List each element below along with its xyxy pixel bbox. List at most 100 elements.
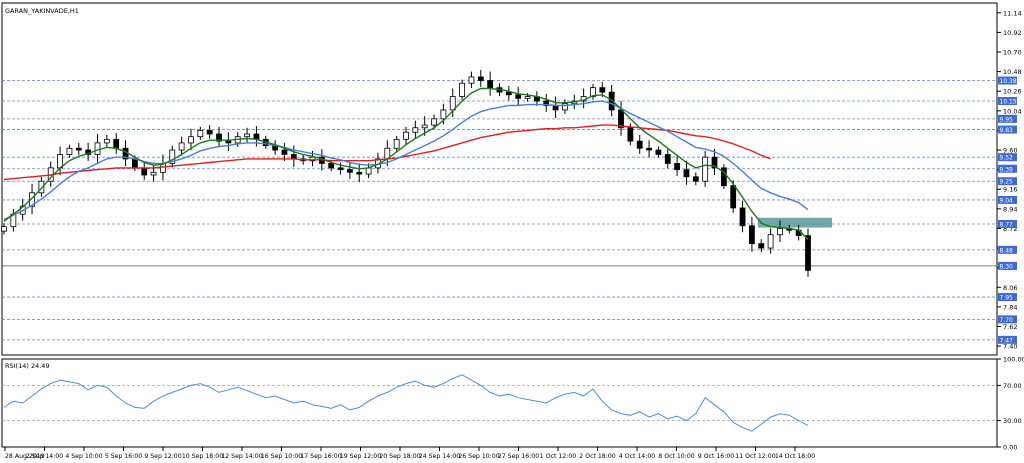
- support-zone: [758, 217, 832, 228]
- candle-body: [356, 171, 363, 175]
- candle-body: [636, 140, 643, 149]
- level-label: 7.47: [1000, 337, 1014, 344]
- time-tick-label: 9 Sep 12:00: [144, 453, 181, 460]
- candle-body: [683, 169, 690, 178]
- candle-body: [244, 133, 250, 138]
- candle-body: [150, 171, 157, 176]
- price-tick-label: 10.70: [1003, 49, 1022, 57]
- price-tick-label: 8.94: [1003, 205, 1017, 213]
- time-tick-label: 4 Oct 14:00: [619, 453, 655, 460]
- time-tick-label: 10 Sep 18:00: [182, 453, 223, 460]
- time-tick-label: 8 Oct 10:00: [658, 453, 694, 460]
- candle-body: [655, 149, 662, 155]
- candle-body: [365, 167, 372, 175]
- candle-body: [767, 234, 774, 249]
- candle-body: [543, 100, 550, 106]
- level-label-box: [998, 245, 1017, 254]
- candle-body: [468, 76, 475, 84]
- chart-title: GARAN_YAKINVADE,H1: [5, 7, 79, 15]
- time-tick-label: 12 Sep 14:00: [221, 453, 262, 460]
- candle-body: [29, 192, 35, 207]
- candle-body: [487, 80, 494, 89]
- level-label: 9.83: [1000, 127, 1014, 134]
- candle-body: [328, 163, 335, 169]
- candle-body: [599, 87, 606, 93]
- candle-body: [225, 140, 232, 144]
- candle-body: [730, 185, 737, 209]
- price-tick-label: 10.04: [1003, 107, 1022, 115]
- candle-body: [393, 138, 400, 149]
- time-tick-label: 28 Aug 2019: [5, 453, 45, 460]
- level-label-box: [998, 97, 1017, 106]
- price-tick-label: 7.40: [1003, 343, 1017, 351]
- time-tick-label: 27 Sep 16:00: [498, 453, 539, 460]
- level-label: 8.77: [1000, 222, 1014, 229]
- candle-body: [702, 156, 709, 182]
- rsi-panel: RSI(14) 24.49 100.00 70.00 30.00 0.00: [1, 356, 1024, 452]
- rsi-tick-label: 0.00: [1003, 444, 1017, 452]
- level-label-box: [998, 335, 1017, 344]
- time-tick-label: 2 Oct 18:00: [579, 453, 615, 460]
- candle-body: [216, 133, 222, 142]
- candle-body: [309, 156, 316, 162]
- candle-body: [66, 147, 73, 155]
- candle-body: [337, 167, 344, 171]
- candle-body: [403, 131, 409, 140]
- price-tick-label: 8.72: [1003, 225, 1017, 233]
- candle-body: [777, 228, 783, 236]
- candle-body: [1, 226, 7, 232]
- time-tick-label: 16 Sep 10:00: [261, 453, 302, 460]
- price-tick-label: 7.84: [1003, 303, 1017, 311]
- candle-body: [562, 103, 568, 111]
- candle-body: [674, 163, 681, 171]
- time-tick-label: 17 Sep 16:00: [300, 453, 341, 460]
- candle-body: [618, 109, 624, 129]
- candle-body: [692, 176, 699, 182]
- candle-body: [113, 138, 120, 149]
- candle-body: [188, 136, 194, 144]
- candle-body: [169, 149, 176, 164]
- candle-body: [421, 124, 428, 129]
- candle-body: [197, 130, 204, 138]
- level-label: 9.25: [1000, 179, 1014, 186]
- level-label: 9.95: [1000, 116, 1014, 123]
- level-label: 8.30: [1000, 263, 1014, 270]
- candle-body: [206, 130, 213, 135]
- time-tick-label: 4 Sep 10:00: [65, 453, 102, 460]
- candle-body: [141, 167, 148, 176]
- time-tick-label: 20 Sep 18:00: [379, 453, 420, 460]
- level-label: 8.48: [1000, 247, 1014, 254]
- time-tick-label: 24 Sep 14:00: [419, 453, 460, 460]
- price-panel-frame: [1, 2, 998, 356]
- rsi-panel-frame: [1, 358, 998, 448]
- time-tick-label: 5 Sep 16:00: [105, 453, 142, 460]
- time-tick-label: 14 Oct 18:00: [775, 453, 815, 460]
- candle-body: [38, 180, 45, 194]
- time-tick-label: 1 Oct 12:00: [540, 453, 576, 460]
- price-tick-label: 7.62: [1003, 323, 1017, 331]
- level-label: 9.52: [1000, 155, 1014, 162]
- candle-body: [524, 96, 531, 99]
- level-label-box: [998, 153, 1017, 162]
- level-label: 10.38: [1000, 78, 1017, 85]
- candle-body: [431, 118, 437, 126]
- candle-body: [590, 87, 596, 97]
- candle-body: [646, 147, 652, 151]
- level-label-box: [998, 164, 1017, 173]
- price-tick-label: 11.14: [1003, 9, 1022, 17]
- price-tick-label: 8.06: [1003, 284, 1017, 292]
- candle-body: [75, 147, 82, 151]
- level-label: 7.70: [1000, 317, 1014, 324]
- level-label: 7.95: [1000, 295, 1014, 302]
- level-label-box: [998, 125, 1017, 134]
- level-label-box: [998, 220, 1017, 229]
- time-tick-label: 19 Sep 12:00: [340, 453, 381, 460]
- candle-body: [178, 142, 185, 151]
- candle-body: [720, 167, 727, 187]
- level-label-box: [998, 76, 1017, 85]
- level-label-box: [998, 195, 1017, 204]
- level-label-box: [998, 293, 1017, 302]
- time-tick-label: 9 Oct 16:00: [698, 453, 734, 460]
